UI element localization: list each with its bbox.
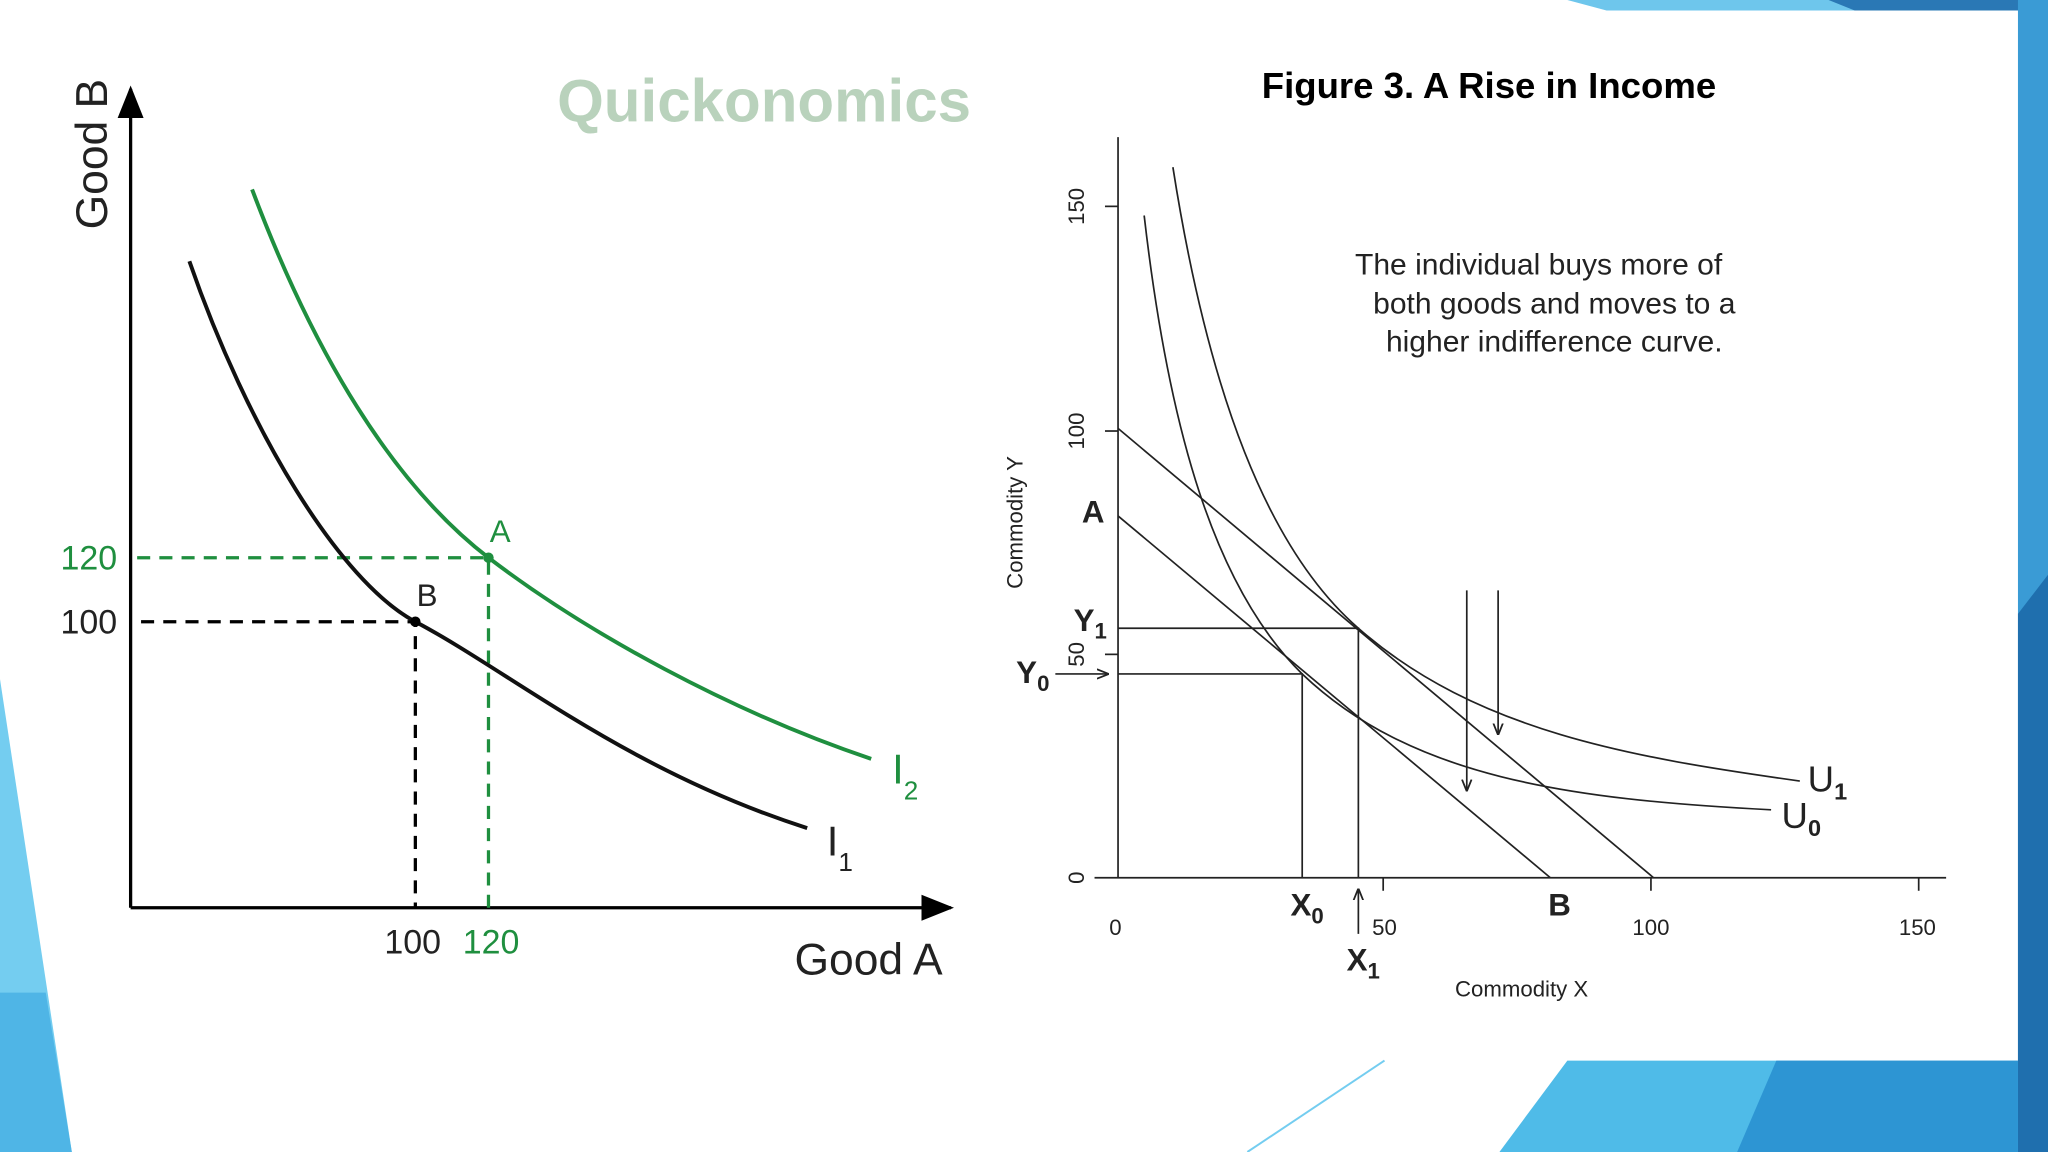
annotation: higher indifference curve. <box>1386 325 1723 358</box>
figure-title: Figure 3. A Rise in Income <box>1262 65 1716 106</box>
y-tick-label: 50 <box>1064 642 1089 667</box>
marker-subscript: 0 <box>1311 903 1323 928</box>
marker-subscript: 1 <box>1368 958 1380 983</box>
x-axis-label: Good A <box>795 935 943 984</box>
curve-letter: I <box>827 818 839 865</box>
curve-label: U1 <box>1808 759 1847 805</box>
marker-letter: Y <box>1074 603 1095 638</box>
guide-line <box>1118 627 1360 878</box>
curve-subscript: 1 <box>1834 778 1847 804</box>
right-figure: Figure 3. A Rise in Income 150 100 50 0 … <box>1003 65 1947 1002</box>
budget-label: B <box>1548 888 1571 923</box>
x-axis-label: Commodity X <box>1455 977 1588 1002</box>
guide-line <box>137 556 491 908</box>
y-tick-label: 0 <box>1064 872 1089 884</box>
marker-letter: X <box>1347 942 1368 977</box>
curve-letter: I <box>892 746 904 793</box>
point <box>410 616 421 627</box>
y-tick-label: 100 <box>61 603 118 641</box>
tick-marks <box>1104 205 1920 891</box>
point <box>483 552 494 563</box>
left-figure: Quickonomics Good B Good A 120 100 100 1… <box>61 67 972 984</box>
y-axis-label: Commodity Y <box>1003 456 1028 589</box>
budget-label: A <box>1082 494 1105 529</box>
budget-line <box>1117 515 1551 879</box>
x-tick-label: 100 <box>384 923 441 961</box>
curve-label: I2 <box>892 746 918 806</box>
marker-label: Y1 <box>1074 603 1107 644</box>
marker-label: X1 <box>1347 942 1380 983</box>
y-tick-label: 150 <box>1064 188 1089 225</box>
curve-letter: U <box>1808 759 1834 800</box>
x-tick-label: 50 <box>1372 915 1397 940</box>
marker-subscript: 1 <box>1095 619 1107 644</box>
marker-letter: X <box>1290 888 1311 923</box>
curve-subscript: 0 <box>1808 815 1821 841</box>
x-tick-label: 120 <box>463 923 520 961</box>
budget-line <box>1117 427 1655 879</box>
marker-label: X0 <box>1290 888 1323 929</box>
curve-letter: U <box>1782 795 1808 836</box>
curve-subscript: 2 <box>904 775 919 805</box>
y-tick-label: 100 <box>1064 413 1089 450</box>
marker-label: Y0 <box>1016 655 1049 696</box>
marker-subscript: 0 <box>1037 671 1049 696</box>
x-tick-label: 100 <box>1632 915 1669 940</box>
annotation: The individual buys more of <box>1355 248 1723 281</box>
point-label: A <box>490 514 511 549</box>
marker-letter: Y <box>1016 655 1037 690</box>
y-axis-label: Good B <box>68 79 117 230</box>
y-tick-label: 120 <box>61 539 118 577</box>
watermark: Quickonomics <box>557 67 971 134</box>
guide-line <box>141 620 417 908</box>
curve-label: U0 <box>1782 795 1821 841</box>
curve-label: I1 <box>827 818 853 878</box>
x-tick-label: 150 <box>1899 915 1936 940</box>
indifference-curve <box>250 188 872 761</box>
x-tick-label: 0 <box>1109 915 1121 940</box>
annotation: both goods and moves to a <box>1373 287 1736 320</box>
curve-subscript: 1 <box>838 847 853 877</box>
point-label: B <box>417 578 438 613</box>
